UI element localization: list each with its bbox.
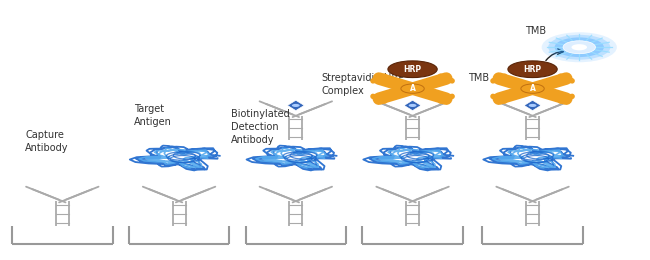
Circle shape: [528, 104, 536, 107]
Text: Streptavidin-HRP
Complex: Streptavidin-HRP Complex: [322, 73, 405, 96]
Polygon shape: [524, 100, 541, 110]
Text: TMB: TMB: [468, 73, 489, 83]
Circle shape: [541, 32, 617, 62]
Circle shape: [554, 37, 604, 57]
Text: A: A: [530, 84, 536, 93]
Circle shape: [563, 41, 595, 54]
Text: A: A: [410, 84, 415, 93]
Text: HRP: HRP: [523, 65, 541, 74]
Circle shape: [409, 104, 417, 107]
Circle shape: [521, 84, 544, 93]
Circle shape: [292, 104, 300, 107]
Circle shape: [548, 35, 610, 60]
Text: Capture
Antibody: Capture Antibody: [25, 130, 69, 153]
Ellipse shape: [388, 61, 437, 77]
Ellipse shape: [508, 61, 557, 77]
Circle shape: [571, 44, 587, 50]
Text: Biotinylated
Detection
Antibody: Biotinylated Detection Antibody: [231, 109, 290, 145]
Text: Target
Antigen: Target Antigen: [134, 104, 172, 127]
Polygon shape: [287, 100, 304, 110]
Circle shape: [401, 84, 424, 93]
Polygon shape: [404, 100, 421, 110]
Text: HRP: HRP: [404, 65, 422, 74]
Text: TMB: TMB: [525, 25, 546, 36]
